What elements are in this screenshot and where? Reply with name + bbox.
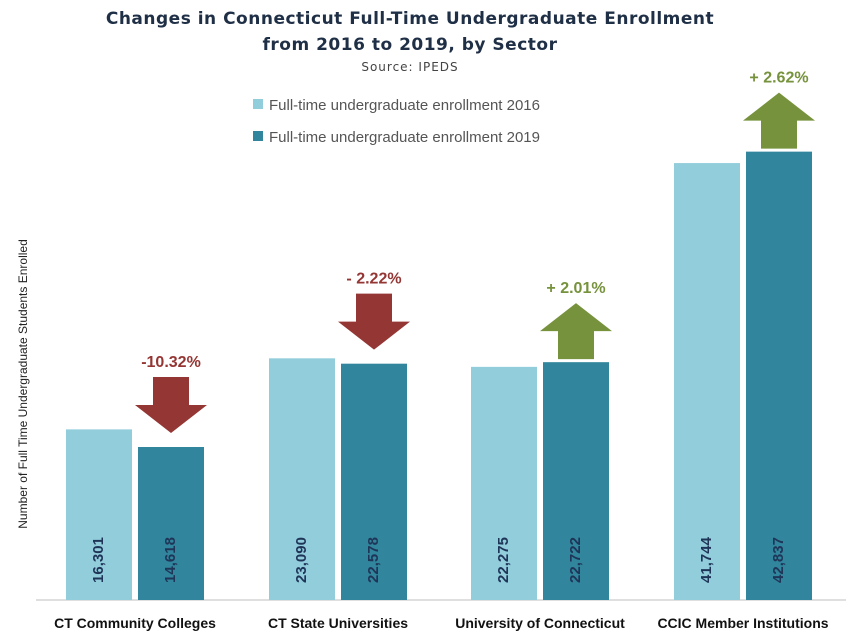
legend-swatch-2019 <box>253 131 263 141</box>
bars-group <box>66 151 812 600</box>
category-label-2: University of Connecticut <box>455 615 625 631</box>
legend-swatch-2016 <box>253 99 263 109</box>
bar-2019-0 <box>138 446 204 600</box>
change-label-3: + 2.62% <box>749 70 808 87</box>
value-label-2016-1: 23,090 <box>293 537 310 583</box>
value-label-2016-3: 41,744 <box>698 536 715 583</box>
legend-label-2016: Full-time undergraduate enrollment 2016 <box>269 97 540 114</box>
up-arrow-icon-3 <box>743 92 815 149</box>
change-arrows-group <box>135 92 815 433</box>
value-label-2016-0: 16,301 <box>90 537 107 583</box>
chart-subtitle: Source: IPEDS <box>361 60 458 74</box>
category-label-1: CT State Universities <box>268 615 408 631</box>
value-label-2019-2: 22,722 <box>567 537 584 583</box>
down-arrow-icon-1 <box>338 293 410 350</box>
bar-2016-2 <box>471 366 537 600</box>
category-label-3: CCIC Member Institutions <box>657 615 828 631</box>
change-label-0: -10.32% <box>141 354 201 371</box>
y-axis-label: Number of Full Time Undergraduate Studen… <box>16 239 30 528</box>
up-arrow-icon-2 <box>540 303 612 360</box>
change-label-2: + 2.01% <box>546 280 605 297</box>
value-label-2019-0: 14,618 <box>162 537 179 583</box>
labels-group: 16,301 14,618 -10.32% CT Community Colleges… <box>54 70 829 631</box>
chart-title-line2: from 2016 to 2019, by Sector <box>263 35 558 55</box>
value-label-2019-3: 42,837 <box>770 537 787 583</box>
bar-2016-1 <box>269 358 335 600</box>
change-label-1: - 2.22% <box>346 271 401 288</box>
bar-2019-2 <box>543 362 609 600</box>
chart-title: Changes in Connecticut Full-Time Undergr… <box>106 9 714 29</box>
down-arrow-icon-0 <box>135 376 207 433</box>
legend-label-2019: Full-time undergraduate enrollment 2019 <box>269 129 540 146</box>
bar-2019-3 <box>746 151 812 600</box>
value-label-2019-1: 22,578 <box>365 537 382 583</box>
bar-2016-3 <box>674 163 740 600</box>
value-label-2016-2: 22,275 <box>495 537 512 583</box>
bar-2019-1 <box>341 363 407 600</box>
bar-2016-0 <box>66 429 132 600</box>
category-label-0: CT Community Colleges <box>54 615 216 631</box>
